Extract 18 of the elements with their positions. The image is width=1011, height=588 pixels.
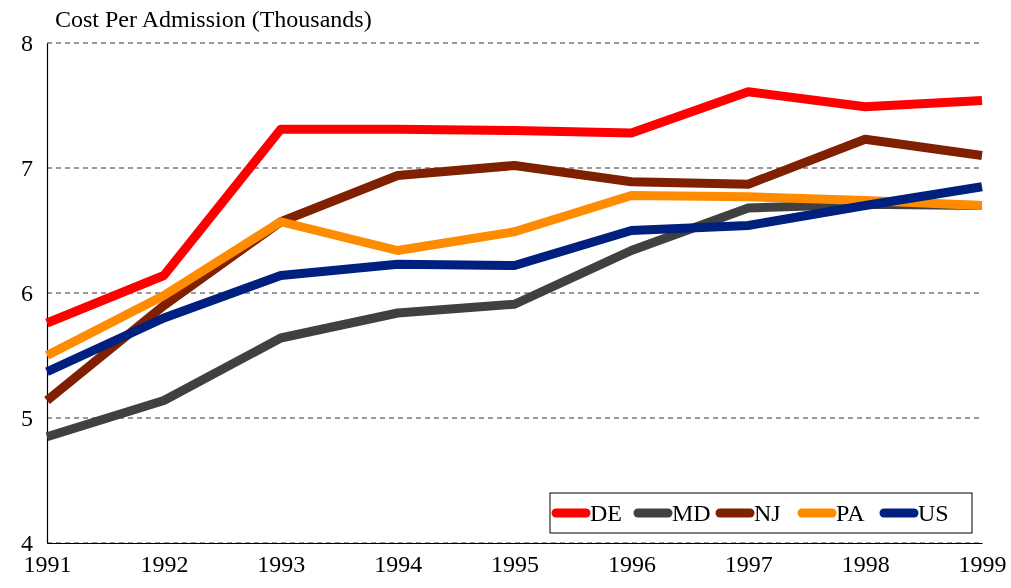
- x-tick-label: 1999: [958, 551, 1007, 578]
- x-tick-label: 1997: [724, 551, 773, 578]
- legend-label: NJ: [754, 500, 781, 526]
- y-tick-label: 8: [21, 30, 33, 57]
- x-tick-label: 1992: [140, 551, 189, 578]
- y-axis-title: Cost Per Admission (Thousands): [55, 6, 372, 32]
- x-tick-label: 1995: [491, 551, 539, 578]
- x-tick-label: 1994: [374, 551, 423, 578]
- y-tick-label: 5: [21, 405, 33, 432]
- x-tick-label: 1993: [257, 551, 306, 578]
- legend-label: PA: [836, 500, 866, 526]
- y-tick-label: 6: [21, 280, 33, 307]
- x-tick-label: 1996: [607, 551, 656, 578]
- y-tick-label: 7: [21, 155, 33, 182]
- x-tick-label: 1998: [841, 551, 890, 578]
- legend-label: US: [918, 500, 949, 526]
- legend-label: MD: [672, 500, 711, 526]
- legend-label: DE: [590, 500, 622, 526]
